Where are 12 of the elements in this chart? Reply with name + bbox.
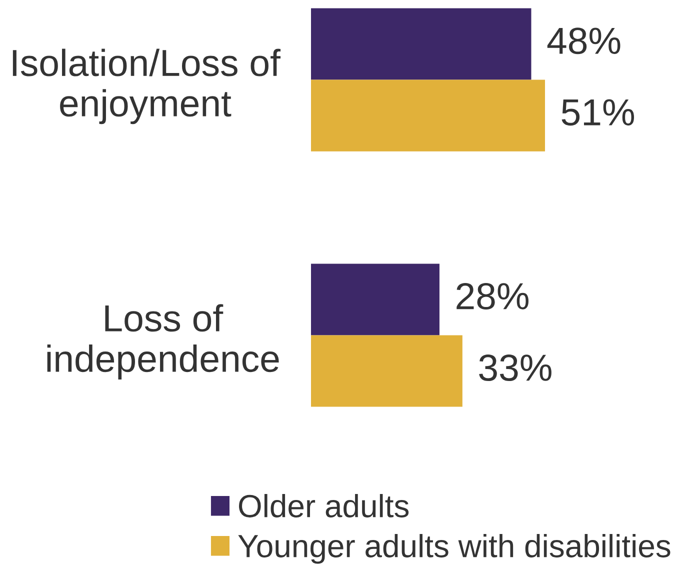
bar [311, 335, 462, 407]
data-label: 48% [547, 28, 620, 54]
bar [311, 264, 440, 336]
legend-label: Younger adults with disabilities [238, 534, 670, 564]
y-tick-label: Loss of independence [47, 304, 279, 380]
y-tick-label: Isolation/Loss of enjoyment [12, 48, 281, 124]
bar [311, 8, 532, 80]
bar [311, 80, 545, 152]
data-label: 28% [456, 282, 528, 310]
data-label: 51% [562, 99, 634, 126]
data-label: 33% [479, 354, 552, 382]
legend-label: Older adults [238, 494, 409, 518]
